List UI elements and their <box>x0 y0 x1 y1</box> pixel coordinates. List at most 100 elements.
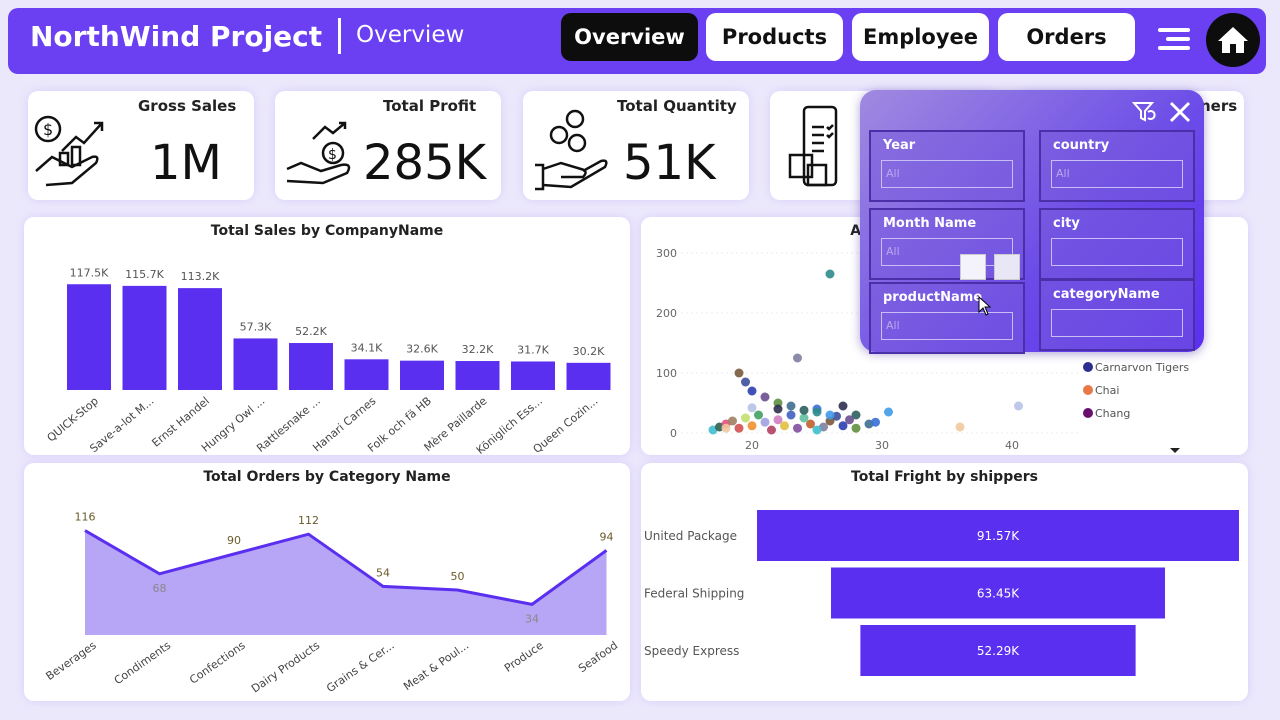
scatter-point <box>773 415 783 425</box>
orders-by-category-card: Total Orders by Category Name 116 Beverag… <box>24 463 630 701</box>
slicer-label: country <box>1053 138 1110 153</box>
slicer-category-name[interactable]: categoryName <box>1039 279 1195 351</box>
slicer-dropdown[interactable]: All <box>1051 160 1183 188</box>
slicer-country[interactable]: country All <box>1039 130 1195 202</box>
data-label: 52.2K <box>295 325 327 338</box>
tab-products[interactable]: Products <box>706 13 843 61</box>
legend-label: Chang <box>1095 407 1130 420</box>
tab-overview[interactable]: Overview <box>561 13 698 61</box>
kpi-title: Gross Sales <box>138 97 237 115</box>
data-label: 115.7K <box>125 268 164 281</box>
x-tick-label: 20 <box>745 439 759 452</box>
y-tick-label: 0 <box>670 427 677 440</box>
category-label: Speedy Express <box>644 644 739 658</box>
bar <box>233 338 278 390</box>
scatter-point <box>786 410 796 420</box>
data-label: 116 <box>75 511 96 524</box>
category-label: Federal Shipping <box>644 587 744 601</box>
header-bar: NorthWind Project Overview Overview Prod… <box>8 8 1266 74</box>
slicer-dropdown[interactable]: All <box>881 238 1013 266</box>
kpi-card-gross-sales: $ Gross Sales 1M <box>28 91 254 200</box>
scatter-point <box>747 403 757 413</box>
y-tick-label: 100 <box>656 367 677 380</box>
menu-icon[interactable] <box>1154 26 1190 54</box>
slicer-label: Month Name <box>883 216 977 231</box>
funnel-chart: 91.57K United Package 63.45K Federal Shippi… <box>644 510 1239 676</box>
kpi-value: 1M <box>150 135 222 191</box>
kpi-value: 51K <box>623 135 716 191</box>
scatter-point <box>780 421 789 431</box>
bar <box>289 343 333 390</box>
scatter-point <box>845 415 854 425</box>
funnel-bar <box>831 567 1165 619</box>
x-tick-label: Seafood <box>576 639 620 675</box>
tab-orders[interactable]: Orders <box>998 13 1135 61</box>
scatter-point <box>851 423 861 433</box>
data-label: 54 <box>376 566 390 579</box>
legend-marker <box>1083 408 1093 418</box>
scroll-down-icon <box>1170 448 1180 453</box>
scatter-point <box>793 353 802 363</box>
kpi-title: Total Profit <box>383 97 477 115</box>
kpi-card-total-profit: $ Total Profit 285K <box>275 91 501 200</box>
scatter-point <box>793 423 802 433</box>
scatter-point <box>754 410 763 420</box>
scatter-point <box>955 422 965 432</box>
funnel-bar <box>860 625 1136 676</box>
scatter-point <box>1014 401 1023 411</box>
x-tick-label: Condiments <box>112 639 174 688</box>
data-label: 31.7K <box>517 343 549 356</box>
data-label: 34 <box>525 612 539 625</box>
slicer-label: Year <box>883 138 916 153</box>
data-label: 50 <box>451 570 465 583</box>
legend-label: Carnarvon Tigers <box>1095 361 1189 374</box>
bar <box>511 361 555 390</box>
slicer-product-name[interactable]: productName All <box>869 282 1025 354</box>
scatter-point <box>799 413 809 423</box>
bar <box>344 359 389 390</box>
data-label: 34.1K <box>351 341 383 354</box>
divider <box>338 18 341 54</box>
filter-panel: Year All country All Month Name All city pr… <box>860 90 1204 354</box>
x-tick-label: Beverages <box>43 639 98 683</box>
bar <box>455 361 500 390</box>
bar <box>400 360 444 390</box>
slicer-label: categoryName <box>1053 287 1160 302</box>
scatter-chart: 0 100 200 300 20 30 40 Carnarvon Tigers Chai Chan… <box>656 247 1189 453</box>
slicer-dropdown[interactable] <box>1051 238 1183 266</box>
tab-employee[interactable]: Employee <box>852 13 989 61</box>
funnel-bar <box>757 510 1239 561</box>
home-icon <box>1218 27 1248 53</box>
slicer-dropdown[interactable]: All <box>881 160 1013 188</box>
slicer-year[interactable]: Year All <box>869 130 1025 202</box>
data-label: 63.45K <box>977 587 1020 601</box>
scatter-point <box>851 410 861 420</box>
slicer-dropdown[interactable] <box>1051 309 1183 337</box>
scatter-point <box>741 413 750 423</box>
bar <box>178 288 222 390</box>
kpi-value: 285K <box>363 135 487 191</box>
slicer-dropdown[interactable]: All <box>881 312 1013 340</box>
scatter-point <box>871 417 880 427</box>
scatter-point <box>884 407 893 417</box>
kpi-card-total-quantity: Total Quantity 51K <box>523 91 749 200</box>
x-tick-label: QUICK-Stop <box>45 394 101 444</box>
bar <box>67 284 111 390</box>
slicer-city[interactable]: city <box>1039 208 1195 280</box>
data-label: 112 <box>298 514 319 527</box>
scatter-point <box>767 425 776 435</box>
filter-options-button[interactable] <box>960 254 986 280</box>
close-icon[interactable] <box>1168 100 1192 124</box>
category-label: United Package <box>644 529 737 543</box>
scatter-point <box>734 423 744 433</box>
focus-mode-button[interactable] <box>994 254 1020 280</box>
area-line <box>84 529 608 606</box>
data-label: 91.57K <box>977 529 1020 543</box>
mouse-cursor-icon <box>978 296 992 316</box>
home-button[interactable] <box>1206 13 1260 67</box>
clear-filters-icon[interactable] <box>1132 100 1158 124</box>
scatter-point <box>760 417 770 427</box>
scatter-point <box>773 404 783 414</box>
slicer-label: city <box>1053 216 1080 231</box>
